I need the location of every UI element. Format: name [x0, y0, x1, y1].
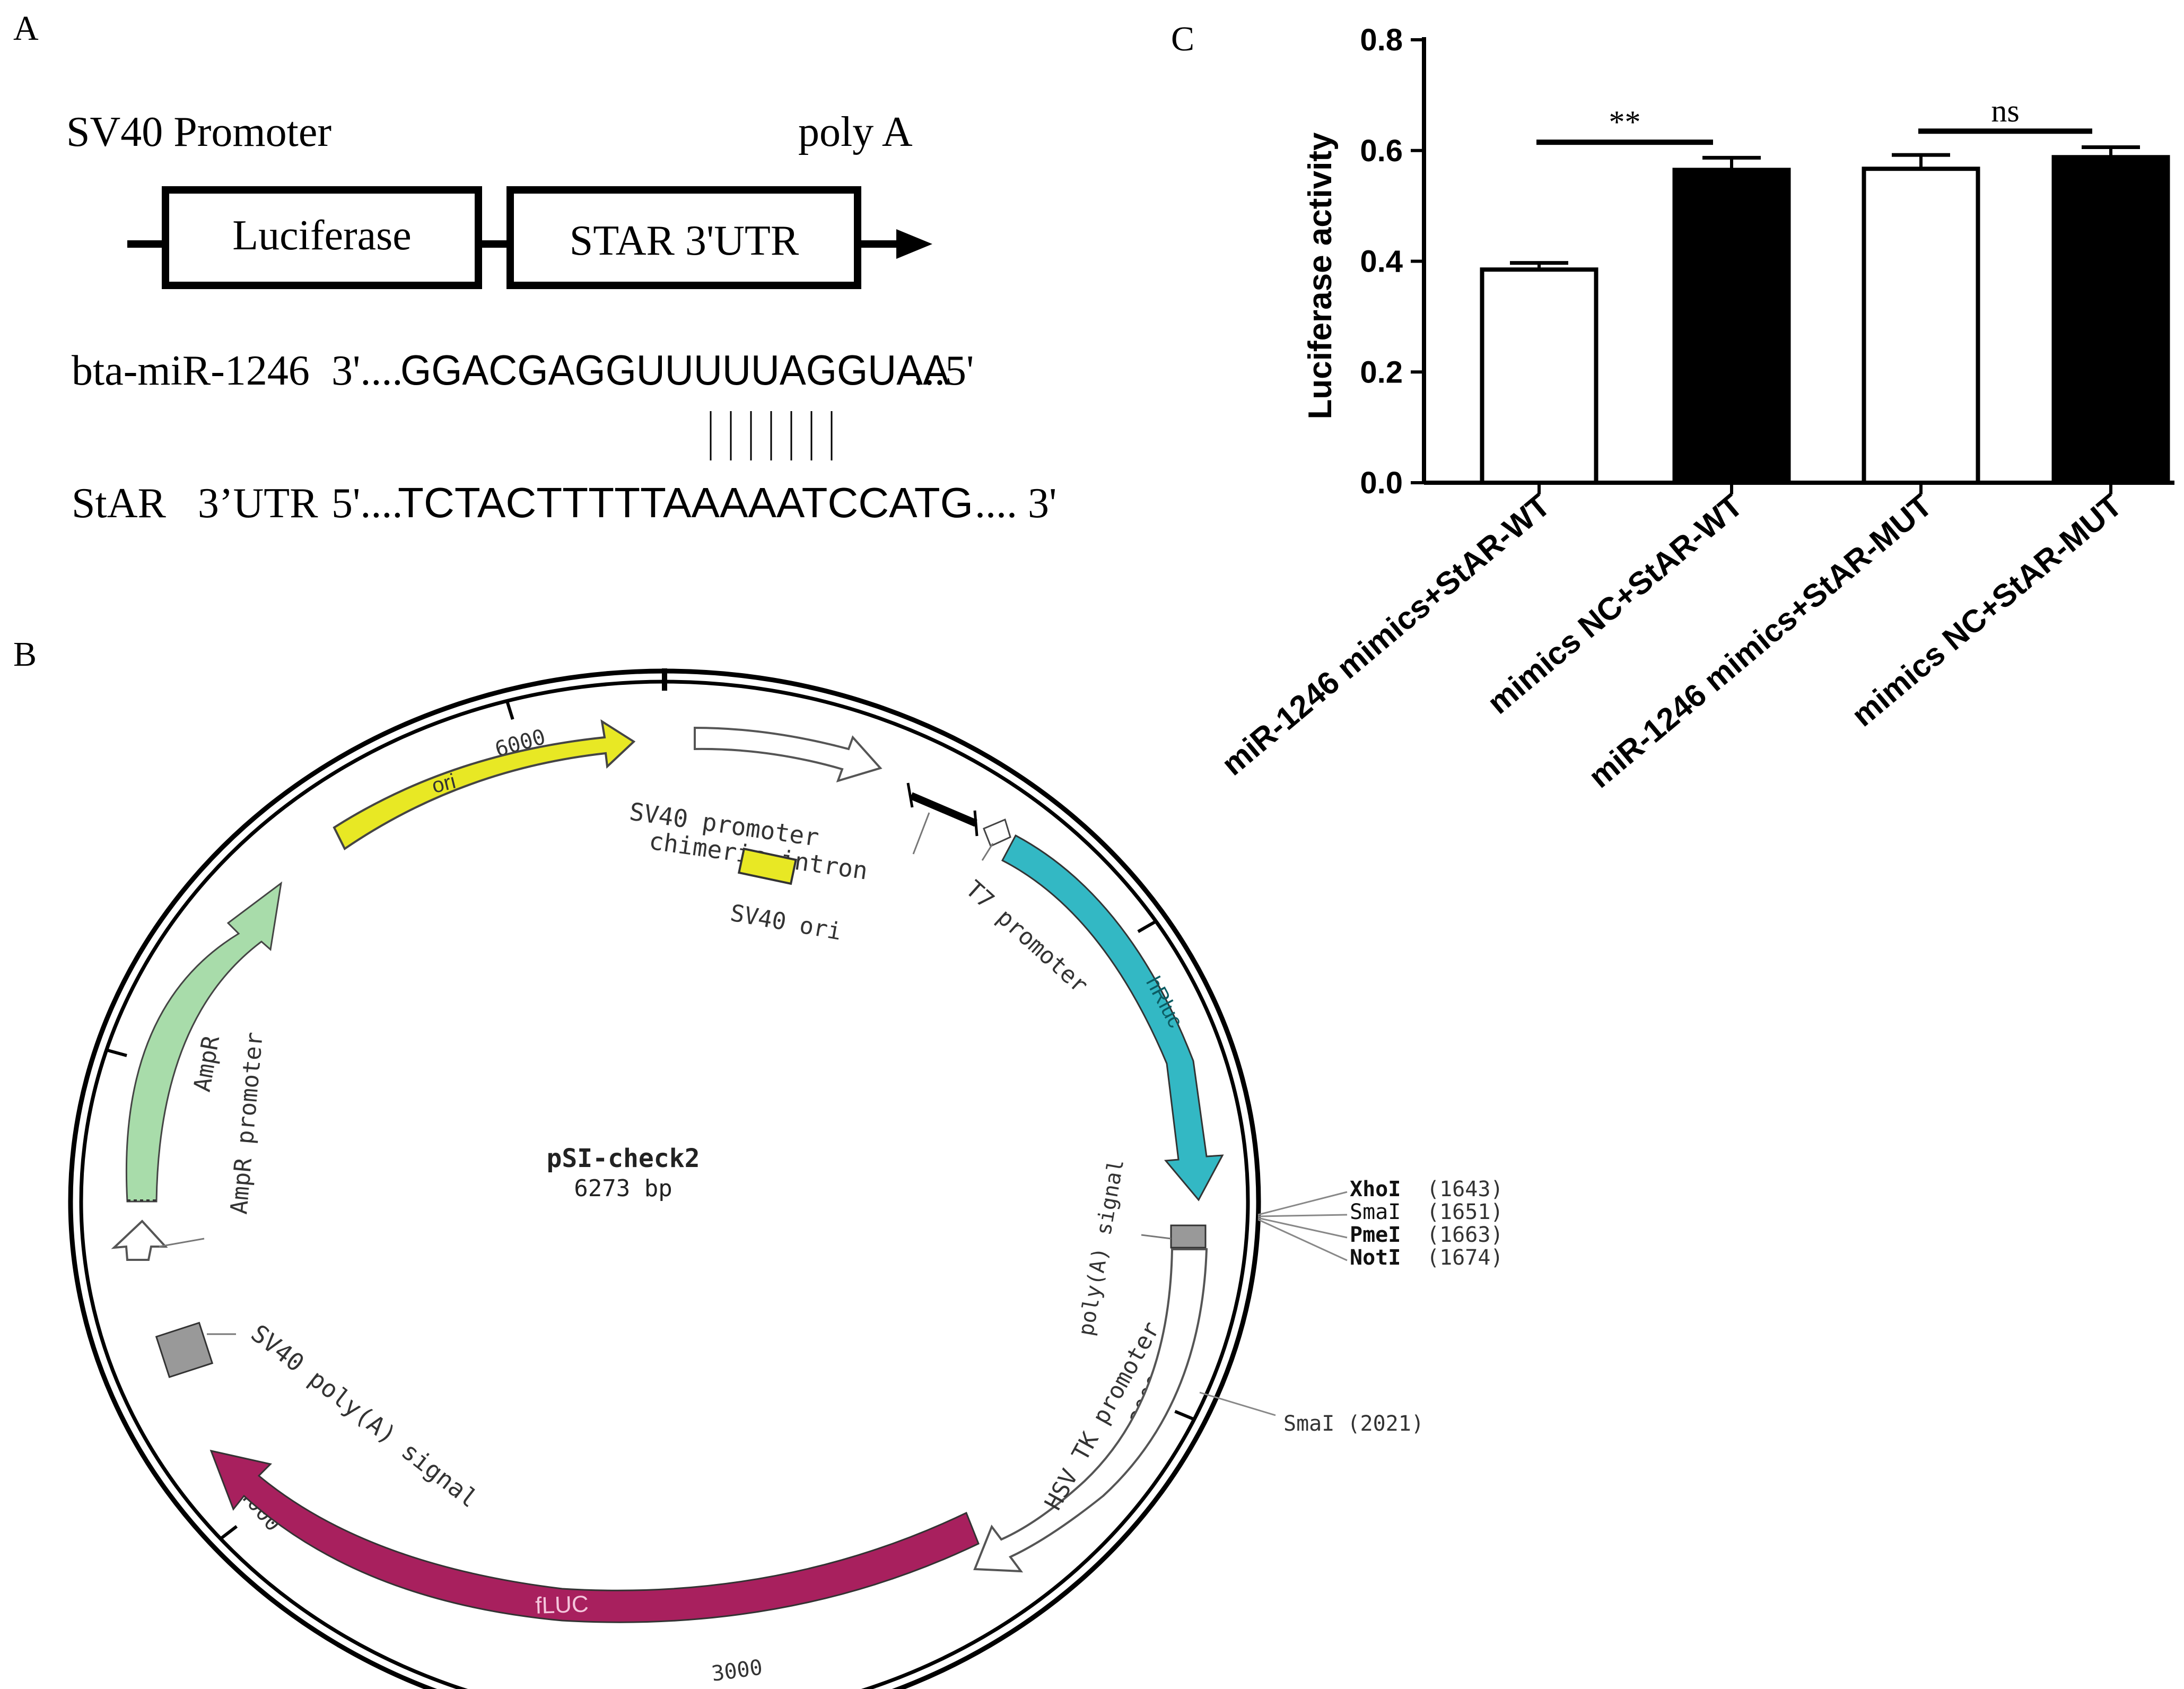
y-tick-label-4: 0.8 — [1360, 23, 1403, 57]
sv40-promoter-arrow — [694, 726, 883, 783]
mirna-name: bta-miR-1246 — [72, 347, 310, 394]
y-axis-label: Luciferase activity — [1302, 132, 1339, 420]
luciferase-label: Luciferase — [232, 212, 412, 259]
bp-tick — [505, 700, 514, 720]
ori-label: ori — [430, 770, 458, 798]
y-tick-label-2: 0.4 — [1360, 245, 1403, 279]
restriction-site-leaders — [1199, 1191, 1348, 1416]
mirna-suffix: ...5' — [913, 347, 974, 394]
bp-tick — [220, 1525, 238, 1540]
utr-sequence: TCTACTTTTTAAAAATCCATG — [398, 479, 973, 526]
chimeric-intron-cap-left — [906, 782, 914, 808]
utr-suffix: .... 3' — [975, 480, 1056, 527]
fluc-label: fLUC — [535, 1591, 589, 1618]
site-pos-0: (1643) — [1427, 1177, 1504, 1202]
t7-leader — [981, 843, 994, 861]
t7-promoter-arrow — [983, 818, 1011, 848]
star-utr-box — [506, 186, 861, 289]
bp-tick — [1137, 920, 1157, 933]
smai-2021-pos: (2021) — [1347, 1412, 1424, 1436]
y-tick-label-3: 0.6 — [1360, 134, 1403, 168]
site-name-smai-1: SmaI — [1350, 1200, 1401, 1224]
site-name-xhoi-0: XhoI — [1350, 1177, 1401, 1202]
ampr-promoter-leader — [159, 1238, 205, 1248]
poly-a-label: poly A — [798, 109, 913, 155]
significance-label-1: ns — [1991, 93, 2019, 128]
sv40-ori-label: SV40 ori — [728, 900, 844, 946]
ampr-label: AmpR — [189, 1033, 225, 1094]
site-pos-2: (1663) — [1427, 1223, 1504, 1247]
base-pairing-lines — [710, 411, 833, 460]
sv40-promoter-label: SV40 Promoter — [66, 109, 331, 155]
utr-prefix: 5'.... — [331, 480, 403, 527]
panel-b: B 100020003000400050006000 ori SV40 prom… — [13, 635, 1504, 1689]
ampr-promoter-arrow — [111, 1220, 168, 1261]
panel-a-letter: A — [13, 9, 39, 48]
sv40-ori-box — [737, 847, 798, 885]
smai-2021-label: SmaI (2021) — [1283, 1412, 1424, 1436]
luciferase-box — [162, 186, 482, 289]
panel-c-letter: C — [1171, 20, 1194, 58]
sv40-polya-label: SV40 poly(A) signal — [246, 1319, 483, 1513]
site-name-noti-3: NotI — [1350, 1246, 1401, 1270]
y-tick-label-1: 0.2 — [1360, 355, 1403, 389]
mirna-prefix: 3'.... — [331, 347, 403, 394]
x-tick-label-2: miR-1246 mimics+StAR-MUT — [1582, 487, 1939, 795]
plasmid-name: pSI-check2 — [547, 1144, 700, 1173]
chart-plot: 0.0 0.2 0.4 0.6 0.8 miR-1246 mimics+StAR-WTmi… — [1215, 23, 2174, 795]
polya-signal-label: poly(A) signal — [1074, 1157, 1129, 1338]
panel-a: A SV40 Promoter poly A Luciferase STAR 3… — [13, 9, 1056, 527]
bar-0 — [1480, 267, 1598, 485]
sv40-polya-box — [155, 1321, 214, 1378]
plasmid-size: 6273 bp — [574, 1175, 672, 1202]
hsv-tk-promoter-arrow — [973, 1248, 1208, 1573]
bp-tick — [106, 1048, 127, 1057]
restriction-site-list: XhoI (1643) SmaI (1651) PmeI (1663) NotI (1674) — [1350, 1177, 1504, 1270]
fluc-arrow — [209, 1449, 980, 1623]
significance-label-0: ** — [1609, 105, 1641, 140]
utr-name: StAR 3’UTR — [72, 480, 318, 527]
bp-tick — [1174, 1409, 1195, 1421]
star-utr-label: STAR 3'UTR — [570, 217, 799, 264]
bar-2 — [1862, 167, 1980, 485]
polya-leader — [1141, 1234, 1172, 1240]
polya-signal-box — [1170, 1224, 1207, 1249]
site-pos-1: (1651) — [1427, 1200, 1504, 1224]
site-pos-3: (1674) — [1427, 1246, 1504, 1270]
panel-b-letter: B — [13, 635, 37, 674]
ampr-promoter-label: AmpR promoter — [225, 1031, 268, 1215]
mirna-sequence: GGACGAGGUUUUUAGGUAA — [400, 346, 950, 394]
bp-tick-label-2: 3000 — [710, 1655, 764, 1686]
smai-2021-name: SmaI — [1283, 1412, 1334, 1436]
ampr-arrow — [125, 881, 283, 1203]
bar-3 — [2051, 155, 2170, 485]
y-tick-label-0: 0.0 — [1360, 466, 1403, 500]
construct-arrow-icon — [896, 229, 932, 259]
bar-1 — [1672, 168, 1791, 485]
panel-c: C Luciferase activity 0.0 0.2 0.4 0.6 0.8 miR… — [1171, 20, 2174, 795]
chimeric-intron-cap-right — [973, 810, 979, 837]
ori-arrow — [333, 719, 636, 850]
hrluc-arrow — [1001, 834, 1224, 1202]
x-tick-label-0: miR-1246 mimics+StAR-WT — [1215, 487, 1557, 782]
site-name-pmei-2: PmeI — [1350, 1223, 1401, 1247]
chimeric-intron-bar — [910, 792, 977, 827]
chimeric-intron-leader — [912, 812, 930, 855]
